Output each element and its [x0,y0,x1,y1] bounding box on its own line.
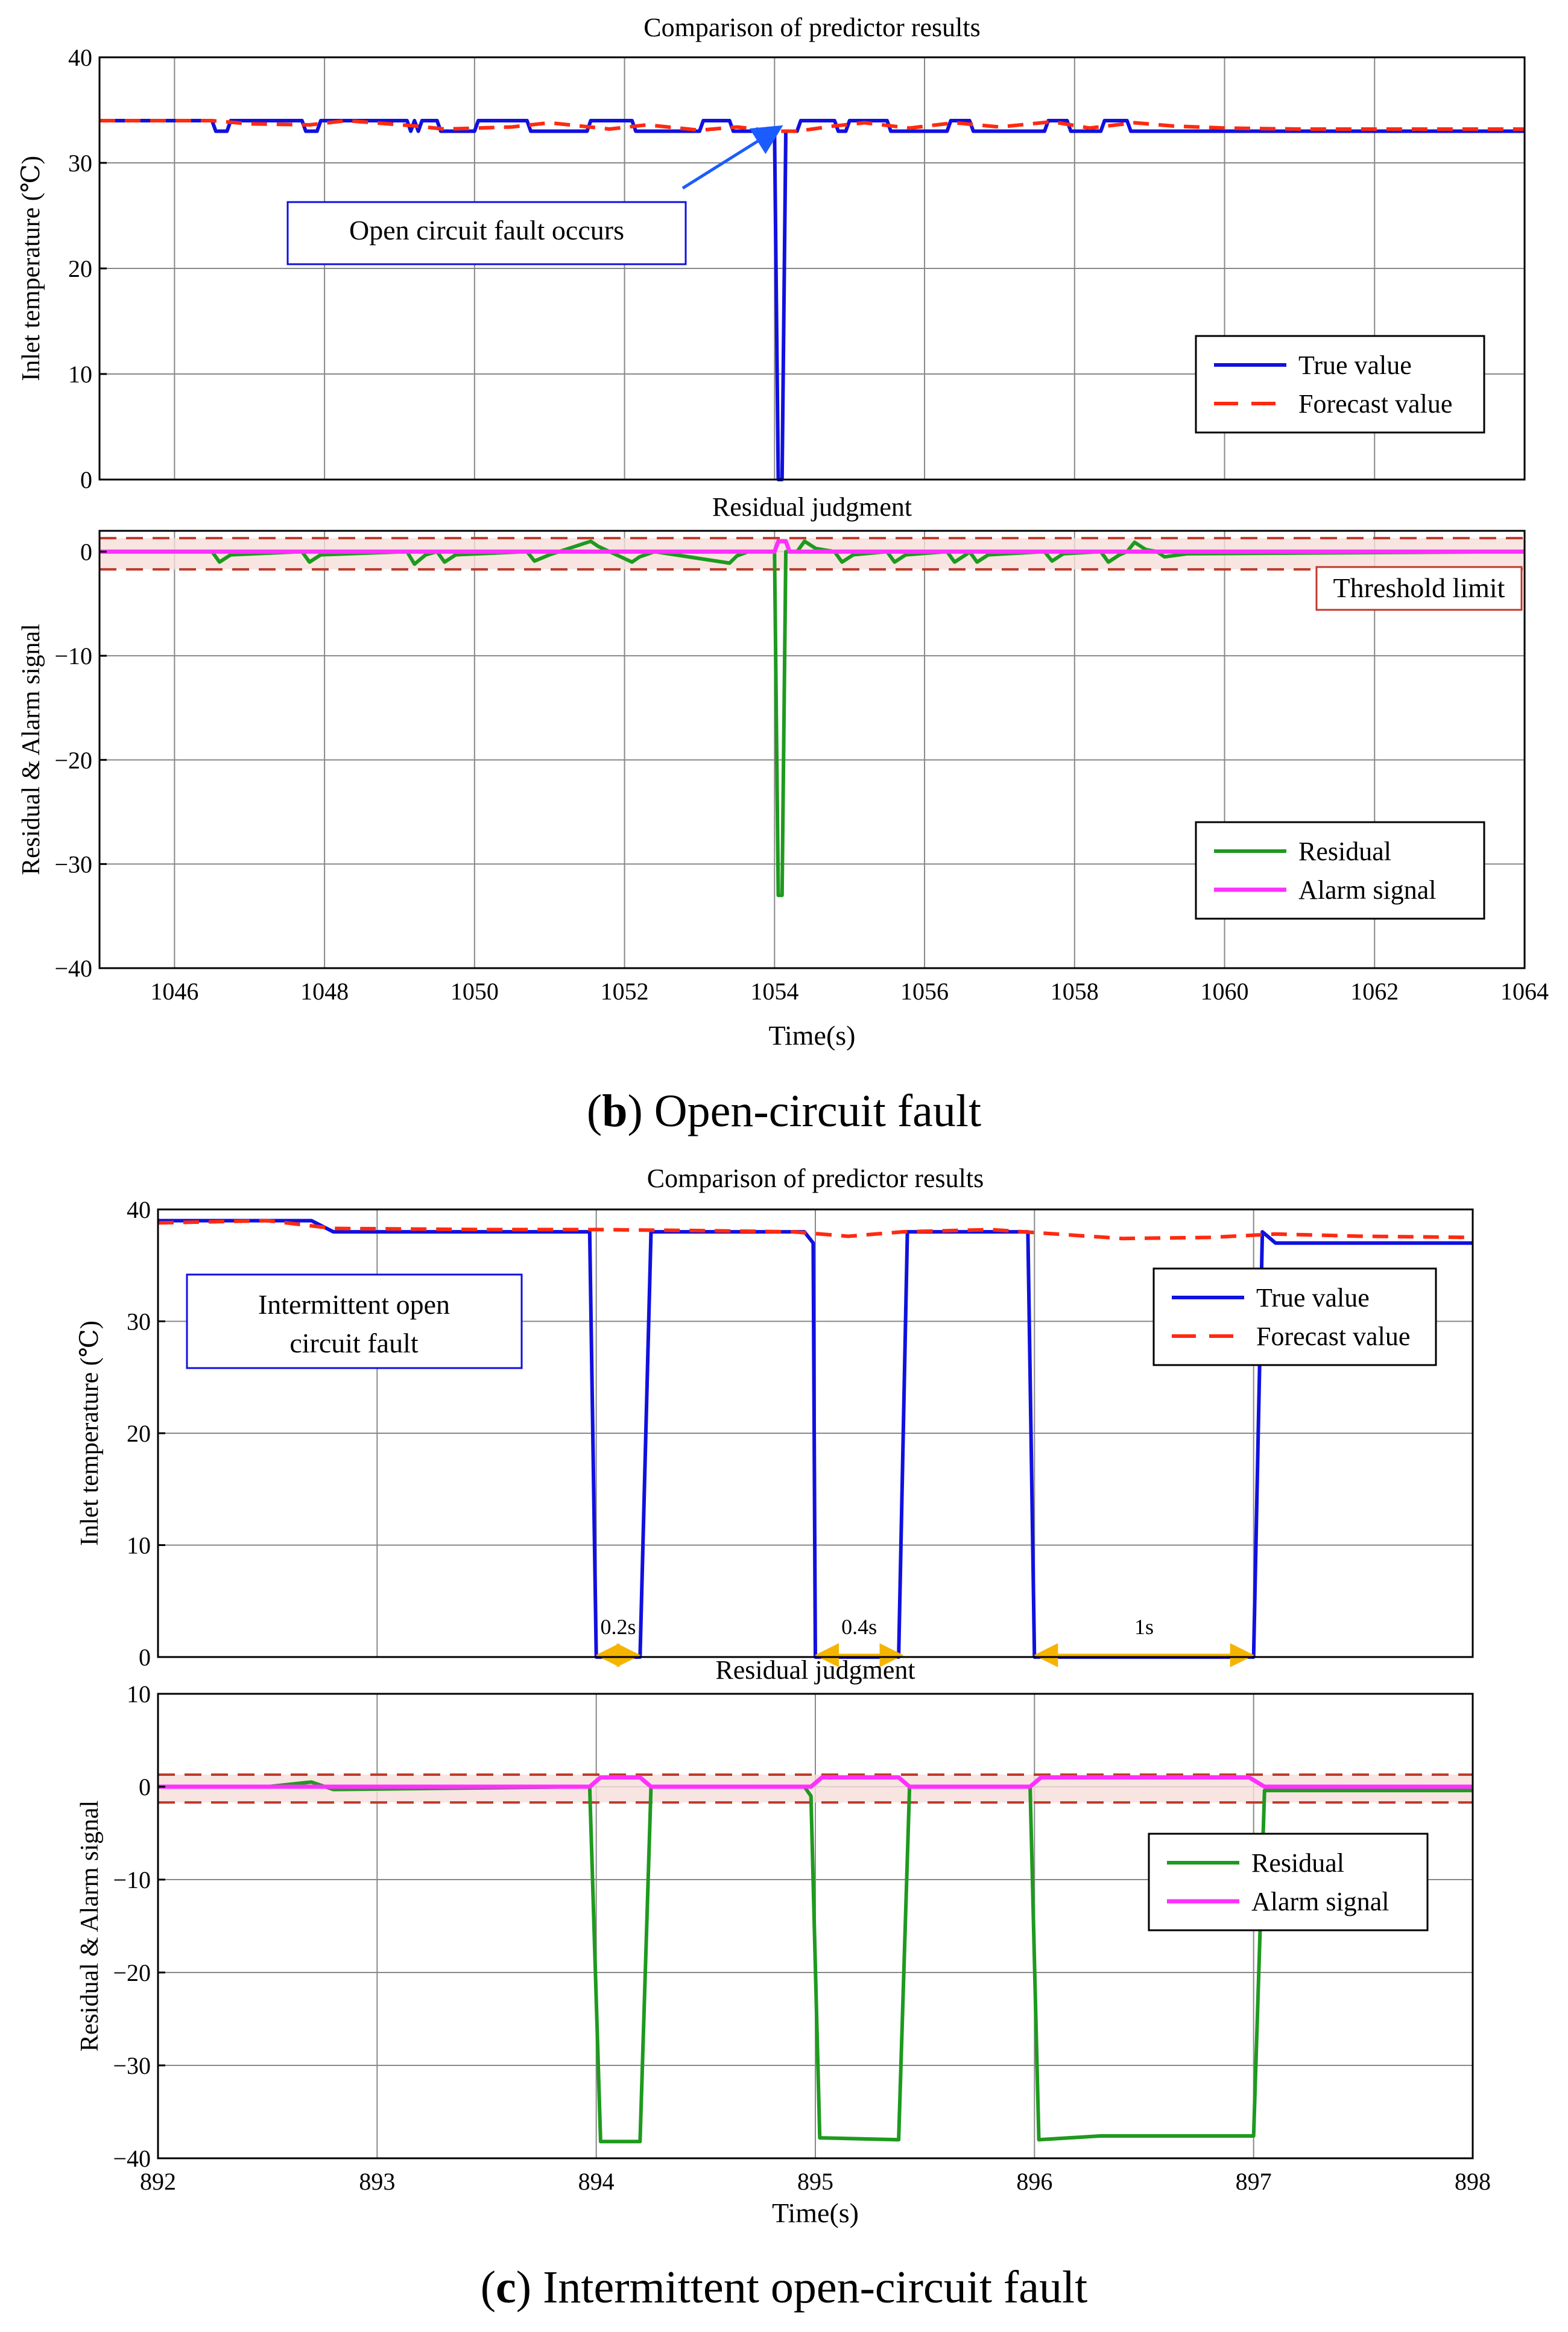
x-tick-label: 1058 [1051,978,1099,1005]
x-tick-label: 896 [1016,2168,1052,2195]
caption-b: (b) Open-circuit fault [587,1086,981,1136]
x-tick-label: 1064 [1500,978,1549,1005]
y-tick-label: 20 [68,255,92,282]
chart-b1: 0 10 20 30 40 Comparison of predictor results… [17,13,1526,493]
y-tick-label: 30 [68,150,92,177]
x-tick-label: 1048 [300,978,349,1005]
threshold-annotation-text: Threshold limit [1333,572,1505,603]
y-axis-label: Inlet temperature (℃) [17,156,45,381]
caption-c-text: Intermittent open-circuit fault [543,2262,1087,2313]
legend-label: Forecast value [1256,1322,1410,1351]
legend-label: True value [1298,350,1412,380]
y-tick-label: 10 [127,1681,151,1708]
series-alarm-signal [100,539,1525,554]
legend-label: Alarm signal [1251,1887,1389,1916]
fault-annotation-box [286,201,687,265]
series-alarm-signal [158,1775,1473,1789]
y-tick-label: −10 [54,642,92,670]
y-tick-label: −40 [113,2145,151,2172]
fault-annotation-text: Open circuit fault occurs [349,215,624,246]
x-tick-label: 1060 [1201,978,1249,1005]
x-axis-label: Time(s) [769,1020,856,1051]
y-tick-label: −20 [54,747,92,774]
x-tick-label: 1046 [150,978,198,1005]
fault-arrow [681,125,783,190]
legend-box [1152,1267,1437,1366]
x-tick-label: 895 [797,2168,833,2195]
legend-label: True value [1256,1283,1370,1313]
series-residual [158,1780,1473,2144]
intermittent-annotation-line2: circuit fault [289,1328,419,1358]
legend-box [1195,821,1485,920]
legend: True value Forecast value [1195,335,1485,434]
legend-label: Forecast value [1298,389,1452,419]
y-tick-label: 20 [127,1420,151,1447]
x-tick-label: 1052 [601,978,649,1005]
y-tick-label: −10 [113,1866,151,1893]
chart-title: Residual judgment [715,1655,915,1685]
x-axis-label: Time(s) [772,2197,859,2228]
y-axis-label: Residual & Alarm signal [76,1801,104,2052]
y-tick-label: 40 [127,1196,151,1223]
y-tick-label: 0 [80,539,92,566]
caption-c: (c) Intermittent open-circuit fault [481,2262,1088,2313]
intermittent-annotation-box [186,1273,523,1369]
y-axis-label: Inlet temperature (℃) [76,1320,104,1545]
caption-b-text: Open-circuit fault [654,1086,981,1136]
y-tick-label: 40 [68,44,92,71]
legend: Residual Alarm signal [1148,1833,1429,1931]
caption-c-letter: c [496,2262,516,2313]
legend-box [1148,1833,1429,1931]
series-true-value [158,1218,1473,1659]
x-tick-label: 1056 [900,978,949,1005]
y-tick-label: 10 [127,1532,151,1559]
legend: Residual Alarm signal [1195,821,1485,920]
x-tick-label: 1054 [750,978,798,1005]
legend-label: Alarm signal [1298,875,1437,905]
y-axis-label: Residual & Alarm signal [17,624,45,875]
y-tick-label: 0 [139,1773,151,1801]
x-tick-label: 898 [1455,2168,1491,2195]
plot-frame [157,1693,1474,2159]
x-tick-label: 1050 [450,978,499,1005]
y-tick-label: −20 [113,1959,151,1986]
y-tick-label: 30 [127,1308,151,1336]
legend: True value Forecast value [1152,1267,1437,1366]
y-tick-label: −40 [54,955,92,982]
chart-title: Comparison of predictor results [643,13,980,42]
legend-label: Residual [1298,837,1391,866]
duration-label: 0.2s [600,1615,636,1639]
caption-b-letter: b [602,1086,627,1136]
threshold-annotation-box [1315,566,1523,611]
intermittent-annotation-line1: Intermittent open [258,1289,450,1320]
x-tick-label: 893 [359,2168,395,2195]
duration-label: 0.4s [841,1615,877,1639]
x-tick-label: 1062 [1350,978,1399,1005]
chart-title: Residual judgment [712,492,912,522]
x-tick-label: 894 [578,2168,615,2195]
plot-frame [98,530,1526,969]
y-tick-label: −30 [54,851,92,878]
duration-label: 1s [1134,1615,1154,1639]
y-tick-label: 0 [80,466,92,493]
series-forecast-value [157,1218,1473,1241]
series-forecast-value [100,119,1525,133]
legend-label: Residual [1251,1848,1344,1878]
x-tick-label: 897 [1236,2168,1272,2195]
x-tick-label: 892 [140,2168,176,2195]
y-tick-label: 0 [139,1644,151,1671]
chart-title: Comparison of predictor results [647,1164,984,1193]
legend-box [1195,335,1485,434]
annotations-layer: Open circuit fault occurs Threshold limi… [186,125,1523,2313]
charts-layer: 0 10 20 30 40 Comparison of predictor results… [17,13,1549,2228]
y-tick-label: 10 [68,361,92,388]
y-tick-label: −30 [113,2052,151,2079]
chart-c1: 0.2s 0.4s 1s 0 10 20 30 40 Comparison of predict… [76,1164,1474,1671]
chart-b2: 0 −10 −20 −30 −40 1046 1048 1050 1052 1054 1056 105… [17,492,1549,1051]
